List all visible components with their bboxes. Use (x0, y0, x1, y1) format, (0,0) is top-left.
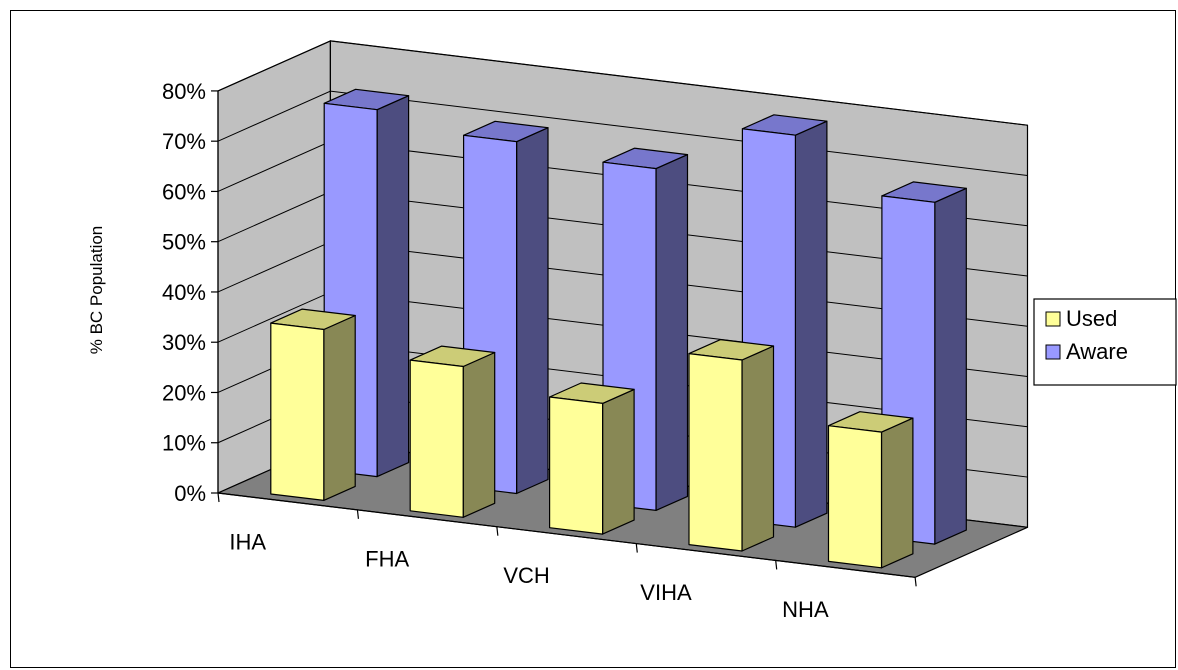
legend-swatch (1045, 344, 1061, 360)
gridline (217, 40, 1028, 126)
x-category-label: NHA (782, 597, 829, 622)
bar-aware-fha-side (515, 127, 549, 495)
bar-aware-vch-side (655, 154, 689, 511)
x-category-label: IHA (229, 529, 266, 554)
x-category-label: VIHA (640, 580, 692, 605)
bar-used-viha-side (741, 345, 775, 552)
bar-used-vch (548, 396, 604, 535)
legend-label: Used (1066, 306, 1117, 331)
x-axis-line (217, 492, 916, 578)
x-tick-mark (775, 560, 778, 570)
y-tick-label: 0% (174, 481, 206, 506)
x-tick-mark (635, 543, 638, 553)
bar-used-nha-side (880, 417, 914, 569)
bar-aware-viha-side (794, 120, 828, 528)
y-tick-label: 10% (162, 431, 206, 456)
y-tick-label: 40% (162, 280, 206, 305)
x-tick-mark (356, 509, 360, 519)
bar-aware-iha-side (376, 95, 410, 478)
bar-used-iha (270, 322, 325, 501)
y-tick-label: 60% (162, 179, 206, 204)
x-category-label: FHA (365, 546, 409, 571)
y-tick-label: 70% (162, 129, 206, 154)
bar-used-viha (688, 353, 743, 552)
bar-used-vch-side (601, 388, 635, 535)
legend-swatch (1045, 311, 1061, 327)
y-tick-label: 30% (162, 330, 206, 355)
y-tick-label: 20% (162, 380, 206, 405)
y-tick-label: 50% (162, 230, 206, 255)
bar-used-fha (409, 359, 464, 518)
bar-used-fha-side (462, 351, 496, 518)
x-tick-mark (217, 492, 220, 503)
bar-used-iha-side (323, 314, 356, 501)
y-axis-title: % BC Population (87, 226, 106, 355)
bar-used-nha (827, 425, 883, 569)
x-tick-mark (914, 577, 917, 587)
y-tick-label: 80% (162, 79, 206, 104)
x-category-label: VCH (503, 563, 549, 588)
x-tick-mark (496, 526, 499, 536)
legend-label: Aware (1066, 339, 1128, 364)
bar-aware-nha-side (934, 187, 967, 545)
